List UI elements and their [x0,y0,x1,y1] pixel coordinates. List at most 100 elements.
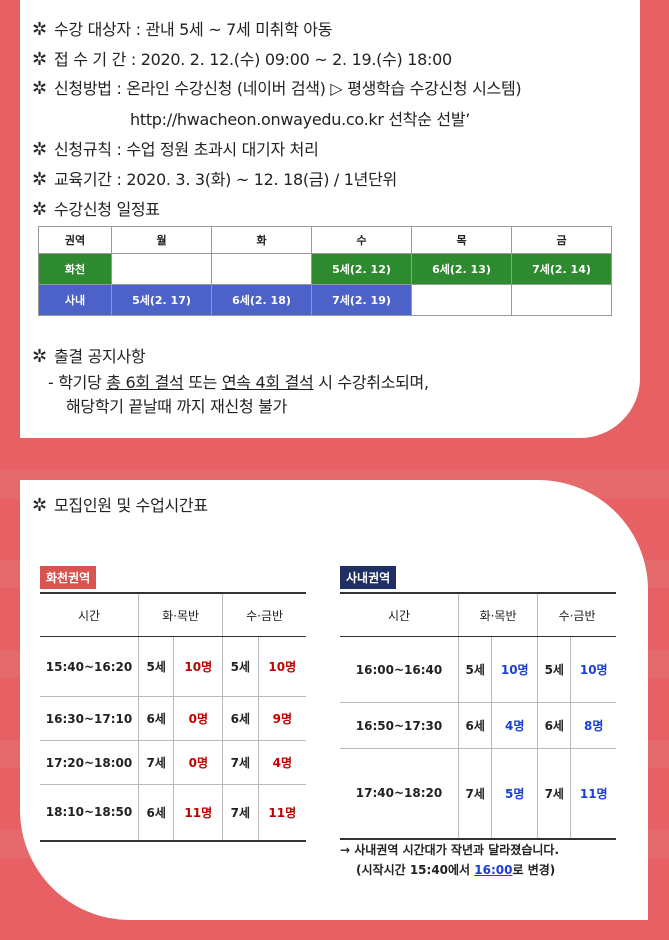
info-target: ✲ 수강 대상자 : 관내 5세 ~ 7세 미취학 아동 [32,16,332,40]
schedule-row: 사내 5세(2. 17) 6세(2. 18) 7세(2. 19) [38,284,612,316]
age-cell: 6세 [137,696,174,741]
info-rule: ✲ 신청규칙 : 수업 정원 초과시 대기자 처리 [32,136,319,160]
star-icon: ✲ [32,169,47,190]
text: 로 변경) [512,863,556,877]
table-header-row: 시간 화·목반 수·금반 [340,593,616,637]
schedule-row: 화천 5세(2. 12) 6세(2. 13) 7세(2. 14) [38,253,612,285]
time-cell: 16:50~17:30 [340,702,459,749]
age-cell: 7세 [222,784,259,841]
schedule-table: 권역 월 화 수 목 금 화천 5세(2. 12) 6세(2. 13) 7세(2… [38,226,612,316]
age-cell: 6세 [137,784,174,841]
age-cell: 6세 [457,702,492,749]
age-cell: 6세 [537,702,571,749]
timetable-title: ✲ 모집인원 및 수업시간표 [32,492,208,516]
count-cell: 11명 [570,748,616,839]
table-row: 16:30~17:10 6세 0명 6세 9명 [40,696,306,741]
info-card [20,0,640,438]
new-start-time: 16:00 [474,863,513,877]
info-text: 신청방법 : 온라인 수강신청 (네이버 검색) ▷ 평생학습 수강신청 시스템… [54,79,522,98]
count-cell: 10명 [173,636,223,697]
schedule-header: 수 [311,226,412,254]
age-cell: 6세 [222,696,259,741]
count-cell: 10명 [570,636,616,703]
table-row: 17:40~18:20 7세 5명 7세 11명 [340,748,616,839]
count-cell: 0명 [173,740,223,785]
sanae-tag: 사내권역 [340,566,397,589]
hwacheon-timetable: 시간 화·목반 수·금반 15:40~16:20 5세 10명 5세 10명 1… [40,592,306,842]
change-note: → 사내권역 시간대가 작년과 달라졌습니다. [340,843,560,857]
hwacheon-tag: 화천권역 [40,566,97,589]
count-cell: 10명 [257,636,306,697]
header-time: 시간 [40,593,139,637]
star-icon: ✲ [32,199,47,220]
schedule-header: 금 [511,226,612,254]
table-row: 16:00~16:40 5세 10명 5세 10명 [340,636,616,703]
age-cell: 5세 [222,636,259,697]
count-cell: 11명 [173,784,223,841]
info-text: 수강신청 일정표 [54,200,160,219]
age-cell: 5세 [537,636,571,703]
table-row: 17:20~18:00 7세 0명 7세 4명 [40,740,306,785]
schedule-cell [111,253,212,285]
schedule-cell: 7세(2. 14) [511,253,612,285]
sanae-timetable: 시간 화·목반 수·금반 16:00~16:40 5세 10명 5세 10명 1… [340,592,616,840]
info-edu-period: ✲ 교육기간 : 2020. 3. 3(화) ~ 12. 18(금) / 1년단위 [32,166,397,190]
schedule-cell: 7세(2. 19) [311,284,412,316]
info-text: 신청규칙 : 수업 정원 초과시 대기자 처리 [54,140,319,159]
table-row: 15:40~16:20 5세 10명 5세 10명 [40,636,306,697]
star-icon: ✲ [32,78,47,99]
info-schedule-title: ✲ 수강신청 일정표 [32,196,160,220]
attendance-title-text: 출결 공지사항 [54,347,146,366]
schedule-region: 사내 [38,284,112,316]
count-cell: 10명 [491,636,538,703]
time-cell: 16:30~17:10 [40,696,139,741]
schedule-cell: 5세(2. 12) [311,253,412,285]
count-cell: 9명 [257,696,306,741]
time-cell: 17:40~18:20 [340,748,459,839]
header-tue-thu: 화·목반 [137,593,223,637]
schedule-cell: 6세(2. 18) [211,284,312,316]
timetable-title-text: 모집인원 및 수업시간표 [54,496,208,515]
attendance-line1: - 학기당 총 6회 결석 또는 연속 4회 결석 시 수강취소되며, [48,369,429,393]
header-wed-fri: 수·금반 [222,593,306,637]
schedule-cell [511,284,612,316]
schedule-cell [211,253,312,285]
age-cell: 7세 [137,740,174,785]
text: 시 수강취소되며, [313,373,429,392]
header-time: 시간 [340,593,459,637]
star-icon: ✲ [32,19,47,40]
schedule-header: 목 [411,226,512,254]
time-cell: 15:40~16:20 [40,636,139,697]
age-cell: 5세 [457,636,492,703]
header-wed-fri: 수·금반 [537,593,616,637]
count-cell: 5명 [491,748,538,839]
table-row: 16:50~17:30 6세 4명 6세 8명 [340,702,616,749]
info-url[interactable]: http://hwacheon.onwayedu.co.kr 선착순 선발’ [130,110,471,129]
count-cell: 0명 [173,696,223,741]
text: 총 6회 결석 [106,373,184,392]
age-cell: 7세 [222,740,259,785]
text: - 학기당 [48,373,107,392]
count-cell: 8명 [570,702,616,749]
text: 또는 [183,373,222,392]
schedule-header: 권역 [38,226,112,254]
star-icon: ✲ [32,495,47,516]
change-note-detail: (시작시간 15:40에서 16:00로 변경) [356,861,555,878]
info-period: ✲ 접 수 기 간 : 2020. 2. 12.(수) 09:00 ~ 2. 19… [32,46,452,70]
time-cell: 16:00~16:40 [340,636,459,703]
star-icon: ✲ [32,346,47,367]
star-icon: ✲ [32,139,47,160]
schedule-cell [411,284,512,316]
schedule-header-row: 권역 월 화 수 목 금 [38,226,612,254]
star-icon: ✲ [32,49,47,70]
info-method: ✲ 신청방법 : 온라인 수강신청 (네이버 검색) ▷ 평생학습 수강신청 시스… [32,75,522,99]
table-row: 18:10~18:50 6세 11명 7세 11명 [40,784,306,841]
schedule-cell: 5세(2. 17) [111,284,212,316]
count-cell: 4명 [257,740,306,785]
attendance-title: ✲ 출결 공지사항 [32,343,146,367]
attendance-line2: 해당학기 끝날때 까지 재신청 불가 [66,397,288,416]
schedule-header: 월 [111,226,212,254]
schedule-region: 화천 [38,253,112,285]
time-cell: 17:20~18:00 [40,740,139,785]
info-text: 접 수 기 간 : 2020. 2. 12.(수) 09:00 ~ 2. 19.… [54,50,452,69]
